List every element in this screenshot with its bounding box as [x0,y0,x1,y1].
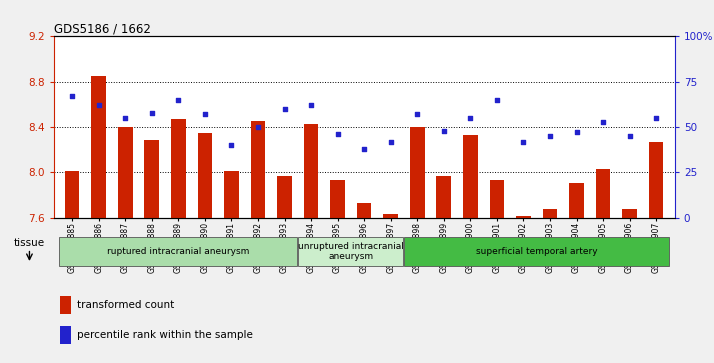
Bar [463,135,478,218]
Point [278,106,290,112]
Bar [595,169,610,218]
Text: transformed count: transformed count [77,300,174,310]
Point [199,111,211,117]
Point [252,124,263,130]
Bar [277,176,292,218]
Point [624,133,635,139]
Bar [490,180,504,218]
Point [438,128,450,134]
Bar [516,216,531,218]
Bar [91,76,106,218]
Bar [198,133,212,218]
Bar [543,209,557,218]
Point [358,146,370,152]
Text: percentile rank within the sample: percentile rank within the sample [77,330,253,340]
Bar [60,296,71,314]
Point [173,97,184,103]
Point [332,131,343,137]
Bar [303,124,318,218]
Point [465,115,476,121]
Text: tissue: tissue [14,238,45,248]
Bar [569,183,584,218]
Bar [65,171,79,218]
Point [119,115,131,121]
Bar [623,209,637,218]
Point [226,142,237,148]
Point [146,110,158,115]
Bar [649,142,663,218]
FancyBboxPatch shape [59,237,297,266]
Text: superficial temporal artery: superficial temporal artery [476,247,598,256]
Bar [251,121,266,218]
FancyBboxPatch shape [405,237,669,266]
Point [66,93,78,99]
Bar [410,127,425,218]
Point [518,139,529,144]
Point [385,139,396,144]
Point [93,102,104,108]
FancyBboxPatch shape [298,237,403,266]
Point [306,102,317,108]
Point [411,111,423,117]
Bar [436,176,451,218]
Text: unruptured intracranial
aneurysm: unruptured intracranial aneurysm [298,242,404,261]
Bar [224,171,238,218]
Point [598,119,609,125]
Bar [171,119,186,218]
Point [650,115,662,121]
Point [491,97,503,103]
Point [544,133,555,139]
Bar [357,203,371,218]
Bar [60,326,71,344]
Bar [331,180,345,218]
Bar [144,139,159,218]
Bar [383,215,398,218]
Bar [118,127,133,218]
Text: ruptured intracranial aneurysm: ruptured intracranial aneurysm [107,247,249,256]
Point [570,130,582,135]
Text: GDS5186 / 1662: GDS5186 / 1662 [54,22,151,35]
